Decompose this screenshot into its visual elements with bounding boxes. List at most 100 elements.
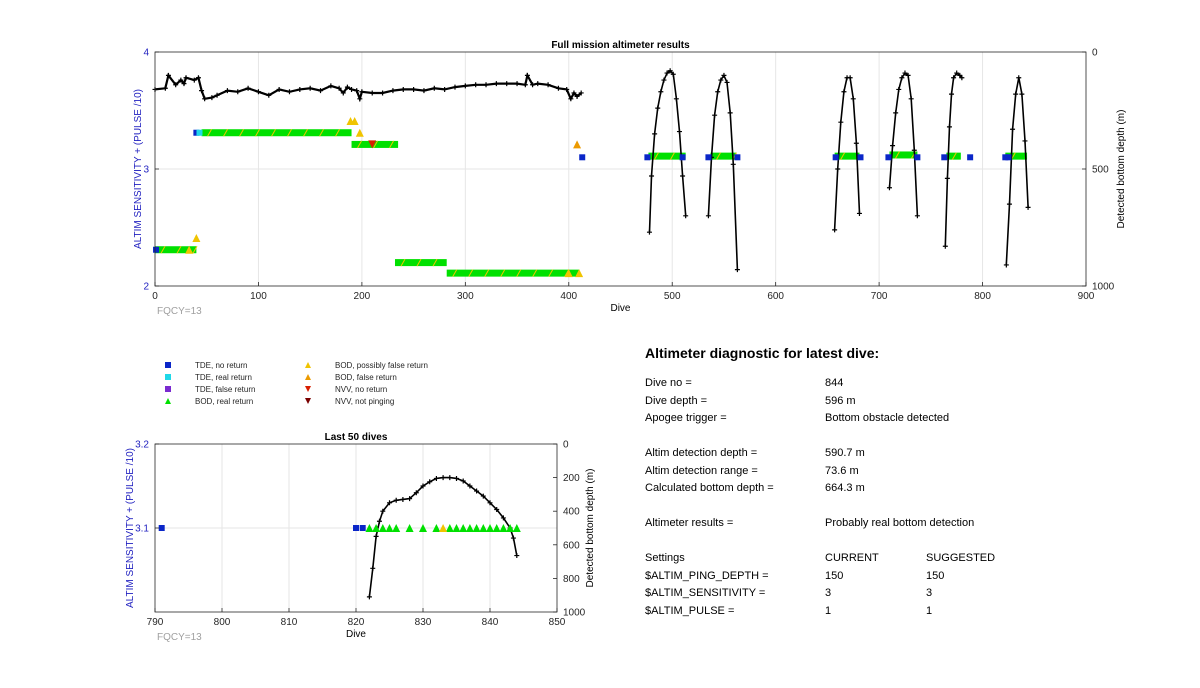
sensitivity-point-marker	[514, 81, 520, 87]
small-ticks: 790 800 810 820 830 840 850 3.1 3.2 0 200 400 600 800…	[135, 440, 586, 629]
legend-marker	[305, 362, 311, 368]
bod-band-hatch	[432, 258, 438, 267]
main-bod-bands	[155, 128, 1028, 277]
settings-label: Settings	[645, 552, 685, 564]
depth-point-marker	[400, 496, 406, 502]
bod-band-hatch	[653, 152, 659, 160]
sensitivity-point-marker	[357, 96, 363, 102]
bod-band-hatch	[716, 152, 721, 160]
depth-point-marker	[370, 565, 376, 571]
series-marker	[452, 524, 461, 532]
diagnostic-title: Altimeter diagnostic for latest dive:	[645, 345, 880, 361]
series-marker	[486, 524, 494, 532]
series-marker	[914, 154, 921, 161]
depth-point-marker	[676, 129, 682, 135]
altimeter-results-row: Altimeter results = Probably real bottom…	[645, 515, 1185, 533]
series-marker	[512, 524, 521, 532]
bod-band-hatch	[389, 140, 394, 149]
bod-real-return-band	[889, 151, 918, 159]
sensitivity-point-marker	[535, 81, 541, 87]
setting-row: $ALTIM_PULSE = 1 1	[645, 603, 1185, 621]
sensitivity-point-marker	[369, 90, 375, 96]
legend-marker	[165, 362, 171, 368]
series-marker	[734, 154, 741, 161]
sensitivity-point-marker	[349, 86, 355, 92]
depth-point-marker	[1019, 91, 1025, 97]
depth-point-marker	[718, 77, 724, 83]
depth-point-marker	[899, 75, 905, 81]
bod-band-hatch	[335, 128, 340, 137]
legend-marker	[305, 398, 311, 404]
series-marker	[158, 525, 165, 531]
series-marker	[499, 524, 508, 532]
sensitivity-point-marker	[276, 86, 282, 92]
bod-real-return-band	[946, 152, 961, 160]
small-y-axis-label: ALTIM SENSITIVITY + (PULSE /10)	[125, 448, 136, 608]
bod-band-hatch	[532, 269, 538, 277]
small-chart-title: Last 50 dives	[325, 432, 388, 443]
settings-header-row: Settings CURRENT SUGGESTED	[645, 550, 1185, 568]
x-tick-label: 200	[354, 291, 371, 302]
depth-point-marker	[911, 147, 917, 153]
depth-point-marker	[908, 96, 914, 102]
sensitivity-point-marker	[431, 85, 437, 91]
sensitivity-point-marker	[340, 90, 346, 96]
depth-point-marker	[467, 483, 473, 489]
depth-point-marker	[376, 518, 382, 524]
series-marker	[193, 129, 200, 136]
last-50-dives-chart: 790 800 810 820 830 840 850 3.1 3.2 0 200 400 600 800…	[125, 432, 596, 643]
sensitivity-point-marker	[214, 92, 220, 98]
series-marker	[353, 525, 359, 531]
small-depth-lines	[366, 475, 520, 600]
series-marker	[459, 524, 468, 532]
sensitivity-point-marker	[545, 82, 551, 88]
legend-label: BOD, false return	[335, 373, 397, 382]
bod-band-hatch	[516, 269, 522, 277]
depth-point-marker	[847, 75, 853, 81]
series-marker	[941, 154, 948, 161]
series-marker	[573, 140, 582, 149]
bod-real-return-band	[648, 152, 686, 160]
x-tick-label: 700	[871, 291, 888, 302]
depth-point-marker	[447, 475, 453, 481]
bod-band-hatch	[484, 269, 490, 277]
depth-point-marker	[664, 70, 670, 76]
depth-point-marker	[494, 507, 500, 513]
setting-suggested: 1	[926, 604, 933, 617]
depth-point-marker	[705, 213, 711, 219]
sensitivity-point-marker	[530, 82, 536, 88]
apogee-trigger-value: Bottom obstacle detected	[825, 412, 950, 424]
sensitivity-point-marker	[336, 85, 342, 91]
depth-point-marker	[835, 166, 841, 172]
series-marker	[372, 524, 381, 532]
calculated-bottom-depth-value: 664.3 m	[825, 482, 865, 494]
depth-point-marker	[949, 91, 955, 97]
y-tick-label: 3	[143, 165, 149, 176]
x-tick-label: 100	[250, 291, 267, 302]
y2-tick-label: 0	[563, 440, 569, 451]
y2-tick-label: 200	[563, 473, 580, 484]
depth-point-marker	[474, 488, 480, 494]
series-marker	[350, 117, 359, 126]
small-fqcy-annotation: FQCY=13	[157, 632, 202, 643]
x-tick-label: 0	[152, 291, 158, 302]
legend-marker	[165, 386, 171, 392]
bod-band-hatch	[951, 152, 957, 160]
main-ticks: 0 100 200 300 400 500 600 700 800 900 2 3 4 0 500 1000	[143, 48, 1114, 303]
legend-label: BOD, possibly false return	[335, 361, 428, 370]
altim-detection-range-label: Altim detection range =	[645, 464, 758, 477]
depth-point-marker	[380, 508, 386, 514]
bod-real-return-band	[710, 152, 737, 160]
altim-detection-depth-label: Altim detection depth =	[645, 447, 758, 459]
legend-marker	[165, 398, 171, 404]
bod-real-return-band	[834, 152, 860, 160]
depth-point-marker	[890, 143, 896, 149]
x-tick-label: 400	[560, 291, 577, 302]
bod-band-hatch	[468, 269, 474, 277]
series-marker	[405, 524, 414, 532]
bod-band-hatch	[223, 128, 228, 137]
y2-tick-label: 600	[563, 540, 580, 551]
sensitivity-point-marker	[390, 88, 396, 94]
bod-real-return-band	[1005, 152, 1028, 160]
